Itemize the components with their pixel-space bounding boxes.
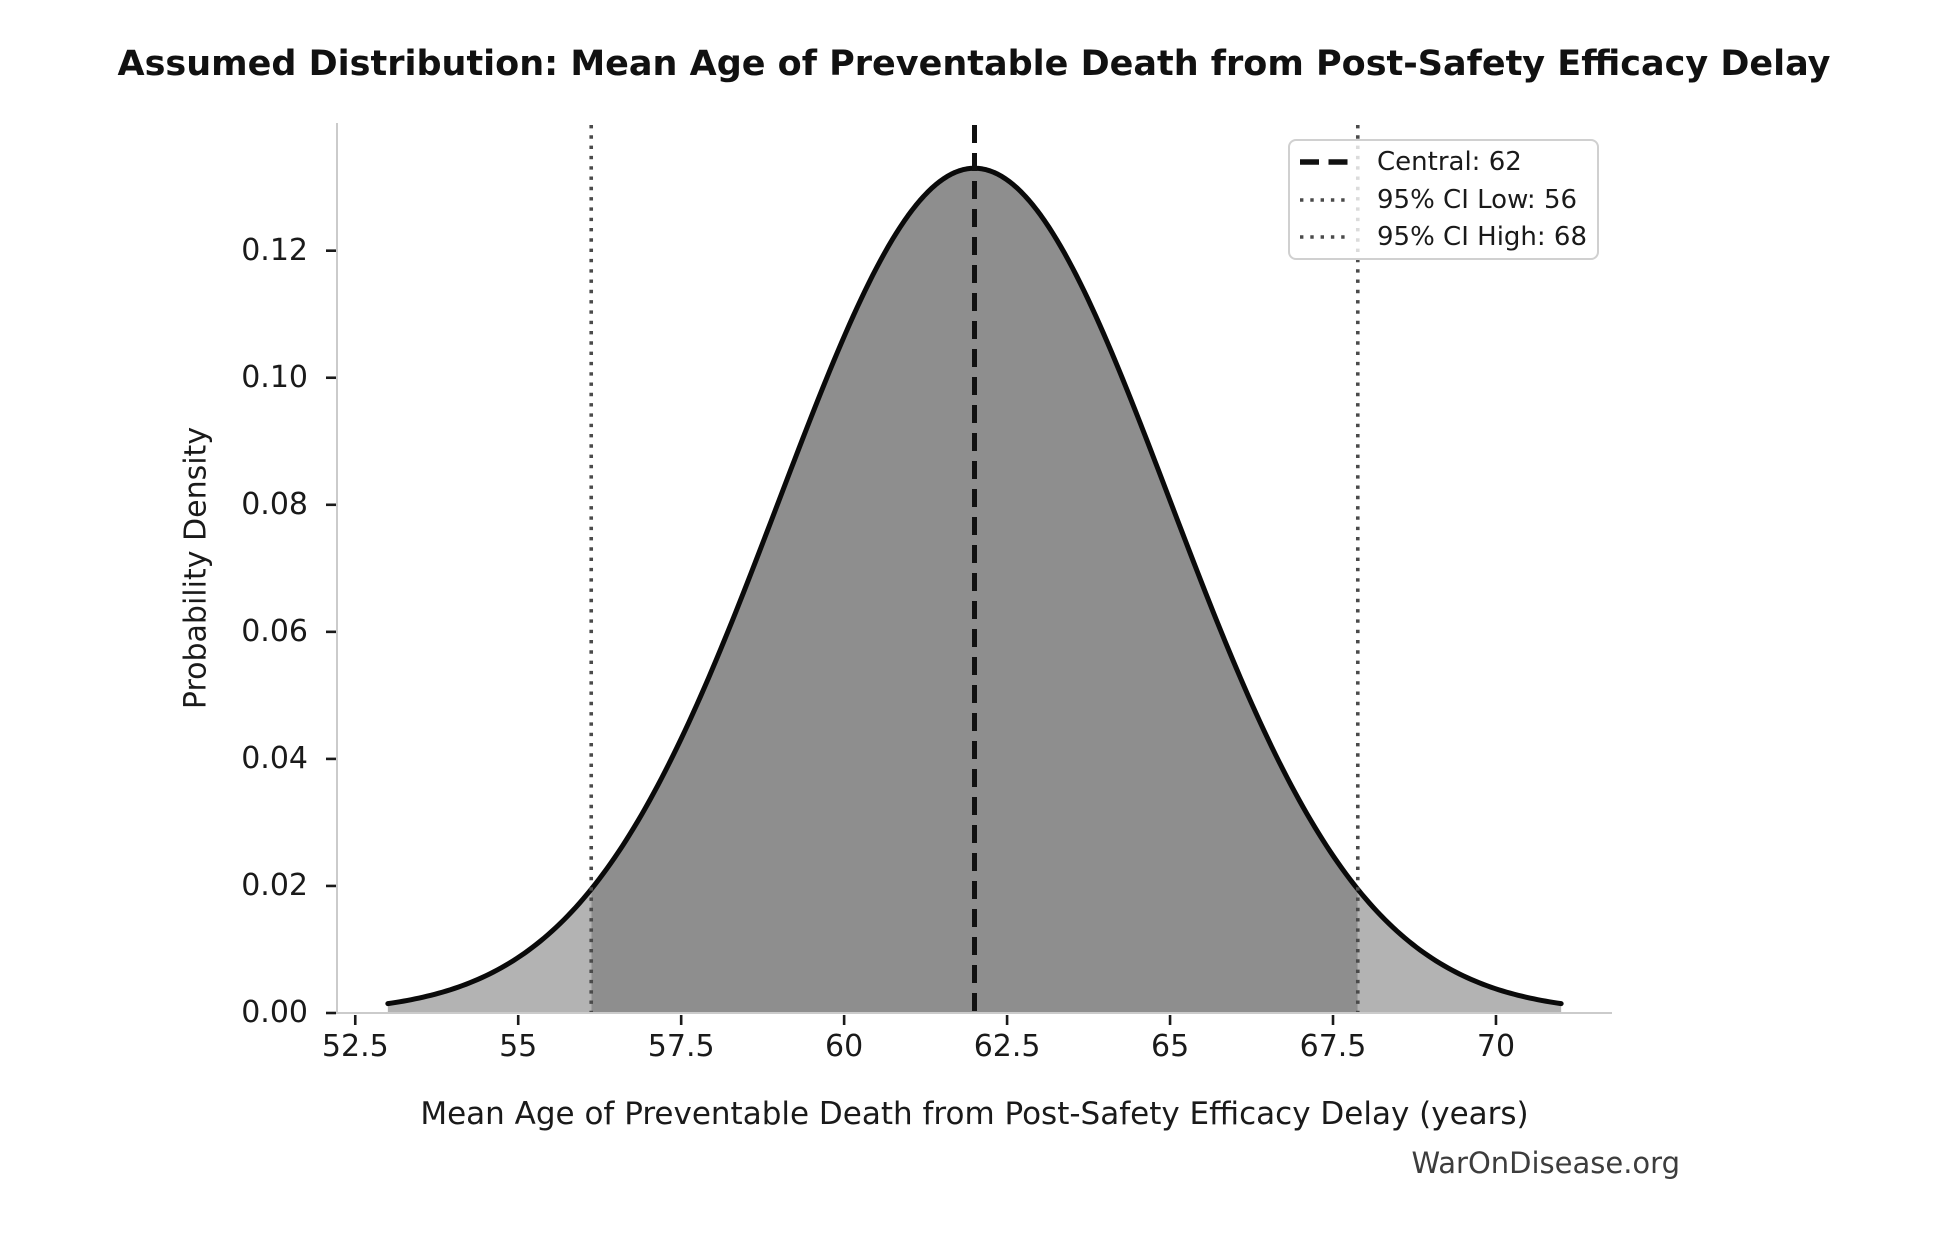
x-axis-label: Mean Age of Preventable Death from Post-…	[420, 1096, 1529, 1132]
y-tick-label: 0.10	[241, 359, 308, 395]
y-tick-label: 0.00	[241, 995, 308, 1030]
y-tick-label: 0.04	[241, 740, 308, 776]
x-tick-label: 65	[1151, 1029, 1190, 1064]
dotted-line-sample-icon	[1300, 235, 1350, 239]
legend-entry: 95% CI High: 68	[1300, 224, 1587, 250]
right-tail-fill	[1357, 889, 1562, 1013]
dotted-line-sample-icon	[1300, 197, 1350, 202]
x-tick-label: 70	[1476, 1029, 1516, 1064]
chart-title: Assumed Distribution: Mean Age of Preven…	[117, 44, 1831, 84]
x-tick-label: 62.5	[973, 1029, 1041, 1064]
x-tick-label: 60	[825, 1029, 864, 1064]
x-tick-label: 55	[499, 1029, 538, 1064]
y-tick-label: 0.08	[241, 486, 308, 522]
y-tick-label: 0.06	[241, 613, 308, 649]
legend-label: 95% CI High: 68	[1377, 222, 1588, 252]
legend-entry: 95% CI Low: 56	[1300, 187, 1587, 213]
legend-label: Central: 62	[1377, 147, 1522, 177]
watermark: WarOnDisease.org	[1411, 1146, 1680, 1180]
legend-entry: Central: 62	[1300, 149, 1587, 175]
x-tick-label: 52.5	[321, 1029, 389, 1064]
y-tick-label: 0.12	[241, 232, 308, 268]
left-tail-fill	[387, 889, 592, 1013]
y-tick-label: 0.02	[241, 867, 308, 903]
x-tick-label: 67.5	[1299, 1029, 1367, 1064]
legend: Central: 62 95% CI Low: 56 95% CI High: 68	[1288, 139, 1599, 260]
legend-label: 95% CI Low: 56	[1377, 184, 1578, 215]
x-tick-label: 57.5	[647, 1029, 715, 1064]
dashed-line-sample-icon	[1300, 159, 1350, 165]
